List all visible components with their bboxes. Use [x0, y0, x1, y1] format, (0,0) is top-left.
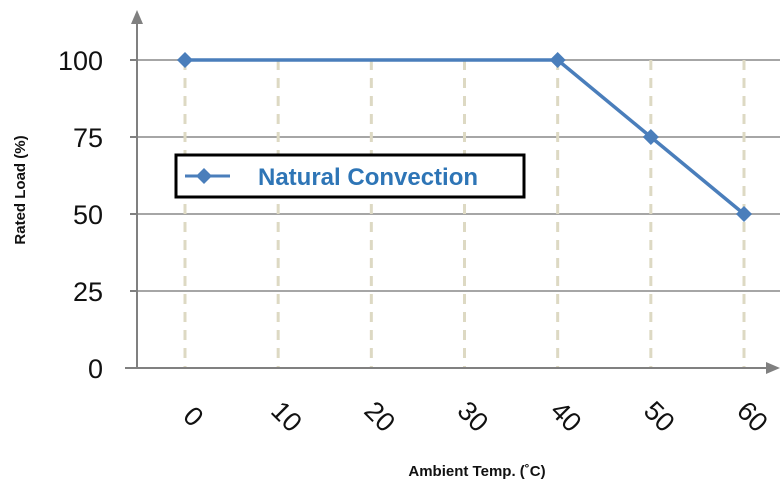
data-point-marker [736, 206, 752, 222]
x-tick-label-20: 20 [358, 395, 400, 437]
legend-marker-icon [196, 168, 212, 184]
x-tick-label-50: 50 [638, 395, 680, 437]
legend-box [174, 153, 526, 199]
series-layer [177, 52, 752, 222]
y-tick-label-25: 25 [73, 277, 103, 307]
y-tick-label-0: 0 [88, 354, 103, 384]
vertical-gridlines [183, 60, 746, 368]
y-tick-label-50: 50 [73, 200, 103, 230]
axes [125, 10, 780, 374]
legend-label: Natural Convection [258, 164, 478, 191]
x-tick-label-30: 30 [452, 395, 494, 437]
x-tick-label-60: 60 [731, 395, 773, 437]
series-line-0 [185, 58, 746, 216]
y-tick-labels: 0 25 50 75 100 [58, 46, 103, 384]
x-tick-labels: 0 10 20 30 40 50 60 [177, 395, 773, 437]
x-tick-label-0: 0 [177, 401, 209, 433]
legend: Natural Convection [174, 153, 526, 199]
x-axis-arrow-icon [766, 362, 780, 374]
x-tick-label-10: 10 [265, 395, 307, 437]
y-axis-title: Rated Load (%) [12, 135, 29, 244]
y-axis-arrow-icon [131, 10, 143, 24]
data-point-marker [177, 52, 193, 68]
x-axis-title: Ambient Temp. (˚C) [408, 463, 545, 480]
y-tick-label-75: 75 [73, 123, 103, 153]
data-point-marker [549, 52, 566, 68]
y-tick-label-100: 100 [58, 46, 103, 76]
x-tick-label-40: 40 [545, 395, 587, 437]
data-point-marker [642, 129, 659, 145]
